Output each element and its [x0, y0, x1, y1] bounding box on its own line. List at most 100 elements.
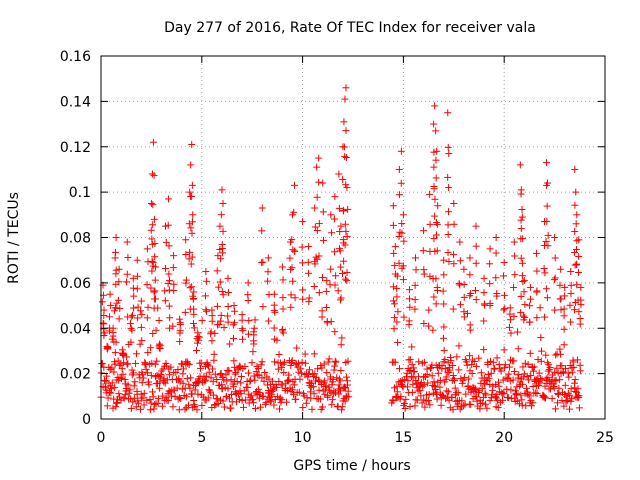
roti-point-cluster	[127, 324, 135, 332]
roti-point-background	[119, 370, 127, 378]
roti-point-background	[190, 324, 198, 332]
roti-point-background	[187, 374, 195, 382]
roti-point-background	[321, 377, 329, 385]
roti-point-background	[524, 391, 532, 399]
roti-point-cluster	[148, 235, 156, 243]
roti-point	[299, 218, 307, 226]
roti-point	[166, 277, 174, 285]
roti-point-cluster	[510, 283, 518, 291]
roti-point-cluster	[542, 285, 550, 293]
roti-point-background	[400, 399, 408, 407]
roti-point-background	[486, 381, 494, 389]
roti-point-cluster	[104, 345, 112, 353]
roti-point-cluster	[399, 262, 407, 270]
roti-point-background	[458, 379, 466, 387]
roti-point-background	[179, 370, 187, 378]
roti-point-background	[524, 360, 532, 368]
roti-point-cluster	[575, 253, 583, 261]
roti-point-cluster	[114, 296, 122, 304]
roti-point-cluster	[411, 281, 419, 289]
roti-point-background	[328, 401, 336, 409]
roti-point-background	[105, 388, 113, 396]
roti-point-cluster	[150, 171, 158, 179]
y-tick-label: 0.16	[60, 49, 91, 65]
roti-point-background	[168, 392, 176, 400]
roti-point-background	[556, 376, 564, 384]
roti-point	[516, 161, 524, 169]
roti-point-cluster	[156, 345, 164, 353]
roti-point-background	[108, 385, 116, 393]
roti-point-background	[213, 395, 221, 403]
roti-point	[395, 165, 403, 173]
roti-point-cluster	[420, 319, 428, 327]
roti-point-cluster	[330, 248, 338, 256]
roti-point-background	[251, 376, 259, 384]
roti-point-background	[529, 383, 537, 391]
roti-point-background	[295, 388, 303, 396]
roti-point-cluster	[331, 281, 339, 289]
roti-point	[331, 193, 339, 201]
roti-point-cluster	[543, 294, 551, 302]
roti-point-background	[180, 365, 188, 373]
roti-point-cluster	[239, 335, 247, 343]
roti-point-background	[453, 353, 461, 361]
roti-point-cluster	[187, 260, 195, 268]
roti-point-background	[473, 397, 481, 405]
roti-point-cluster	[148, 267, 156, 275]
roti-point-cluster	[298, 259, 306, 267]
roti-point-background	[450, 375, 458, 383]
roti-point-cluster	[219, 227, 227, 235]
roti-point-cluster	[217, 311, 225, 319]
roti-point-background	[311, 370, 319, 378]
roti-point-background	[494, 404, 502, 412]
roti-point-cluster	[480, 289, 488, 297]
roti-point-background	[518, 401, 526, 409]
roti-point-background	[488, 391, 496, 399]
roti-point-cluster	[170, 280, 178, 288]
roti-point-background	[554, 391, 562, 399]
roti-point	[573, 211, 581, 219]
roti-point-background	[500, 389, 508, 397]
roti-point	[123, 238, 131, 246]
roti-point-cluster	[291, 247, 299, 255]
roti-point-background	[160, 375, 168, 383]
roti-point-cluster	[119, 349, 127, 357]
roti-point-background	[462, 390, 470, 398]
roti-point-background	[463, 358, 471, 366]
roti-point	[389, 202, 397, 210]
roti-point	[405, 286, 413, 294]
roti-point-background	[436, 376, 444, 384]
roti-point-background	[192, 347, 200, 355]
roti-point-cluster	[123, 278, 131, 286]
roti-point-background	[533, 390, 541, 398]
roti-point-cluster	[517, 308, 525, 316]
roti-point-background	[121, 375, 129, 383]
roti-point-cluster	[152, 326, 160, 334]
roti-point-background	[144, 369, 152, 377]
roti-point-cluster	[393, 293, 401, 301]
roti-point-background	[185, 381, 193, 389]
roti-point-background	[227, 404, 235, 412]
roti-point-background	[568, 368, 576, 376]
roti-point-cluster	[315, 289, 323, 297]
roti-point-background	[110, 368, 118, 376]
roti-point-cluster	[322, 304, 330, 312]
roti-point-background	[183, 393, 191, 401]
roti-point-background	[542, 394, 550, 402]
roti-point-background	[425, 322, 433, 330]
roti-point-background	[489, 358, 497, 366]
roti-point-background	[136, 340, 144, 348]
roti-point-cluster	[430, 163, 438, 171]
roti-point	[492, 234, 500, 241]
roti-point-cluster	[265, 317, 273, 325]
roti-point-background	[490, 365, 498, 373]
roti-point-background	[104, 394, 112, 402]
roti-point-cluster	[576, 320, 584, 328]
roti-point-cluster	[318, 313, 326, 321]
roti-point-background	[181, 405, 189, 413]
roti-point-background	[501, 361, 509, 369]
roti-point-cluster	[239, 327, 247, 335]
roti-point-background	[115, 390, 123, 398]
roti-point-cluster	[315, 220, 323, 228]
roti-point-background	[241, 362, 249, 370]
